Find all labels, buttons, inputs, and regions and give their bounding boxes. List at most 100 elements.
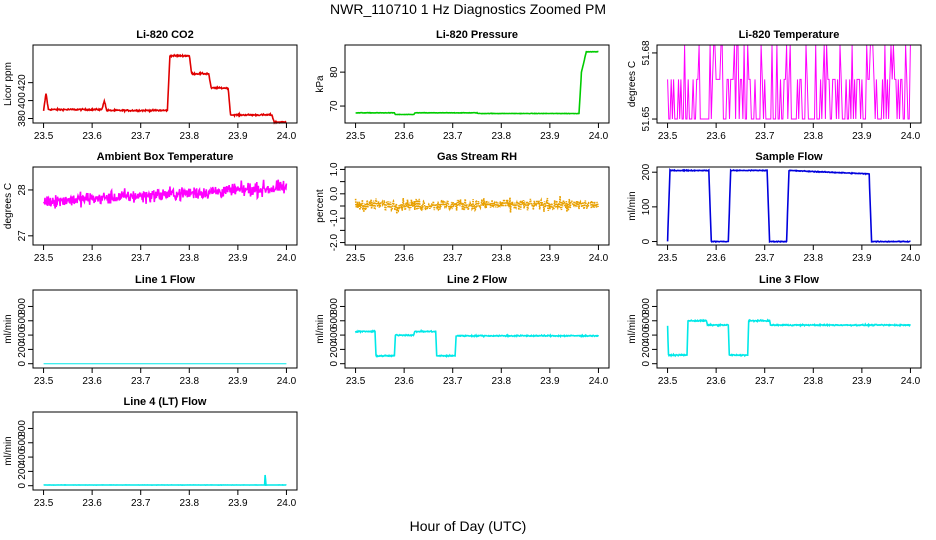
y-tick-label: 0: [641, 238, 652, 244]
y-tick-label: 200: [17, 341, 28, 358]
y-tick-label: 600: [17, 312, 28, 329]
x-tick-label: 23.7: [131, 253, 151, 264]
y-tick-label: 51.65: [641, 106, 652, 131]
y-tick-label: 0.0: [329, 186, 340, 200]
x-tick-label: 24.0: [277, 253, 297, 264]
y-tick-label: 400: [329, 326, 340, 343]
panel-6: Sample Flow 23.5 23.6 23.7 23.8 23.9 24.0 0 100 2…: [627, 151, 922, 264]
plot-frame: [344, 289, 610, 369]
y-axis-label: Licor ppm: [3, 62, 14, 106]
y-tick-label: 28: [17, 184, 28, 196]
x-tick-label: 23.7: [443, 376, 463, 387]
x-tick-label: 23.5: [34, 376, 54, 387]
x-tick-label: 23.6: [706, 253, 726, 264]
x-tick-label: 23.5: [346, 253, 366, 264]
x-tick-label: 23.9: [852, 376, 872, 387]
panel-5: Gas Stream RH 23.5 23.6 23.7 23.8 23.9 24.0 -2.…: [315, 151, 610, 264]
panel-title: Gas Stream RH: [437, 151, 517, 163]
panel-title: Line 4 (LT) Flow: [124, 396, 207, 408]
plot-frame: [344, 44, 610, 124]
panel-9: Line 3 Flow 23.5 23.6 23.7 23.8 23.9 24.0 0 2004…: [627, 274, 922, 387]
x-tick-label: 24.0: [589, 253, 609, 264]
x-tick-label: 23.9: [228, 498, 248, 509]
series-line: [354, 328, 600, 359]
y-tick-label: 400: [17, 448, 28, 465]
y-tick-label: 800: [17, 298, 28, 315]
panel-title: Sample Flow: [755, 151, 823, 163]
plot-frame: [656, 166, 922, 246]
y-tick-label: 100: [641, 198, 652, 215]
x-tick-label: 23.6: [394, 131, 414, 142]
y-tick-label: 0: [17, 482, 28, 488]
series-line: [42, 53, 287, 125]
panel-title: Li-820 Temperature: [739, 29, 840, 41]
x-tick-label: 24.0: [277, 131, 297, 142]
series-line: [667, 44, 911, 120]
x-tick-label: 23.5: [658, 376, 678, 387]
series-line: [43, 474, 287, 487]
y-tick-label: 400: [17, 326, 28, 343]
y-tick-label: 51.68: [641, 40, 652, 65]
series-line: [666, 167, 911, 244]
x-tick-label: 23.7: [443, 131, 463, 142]
y-tick-label: 0: [641, 360, 652, 366]
x-tick-label: 23.7: [131, 498, 151, 509]
x-tick-label: 23.6: [706, 131, 726, 142]
y-tick-label: -1.0: [329, 209, 340, 227]
series-line: [666, 318, 911, 358]
x-tick-label: 23.6: [82, 253, 102, 264]
x-tick-label: 23.5: [34, 131, 54, 142]
panel-title: Line 2 Flow: [447, 274, 507, 286]
panel-2: Li-820 Pressure 23.5 23.6 23.7 23.8 23.9 24.0 7…: [315, 29, 610, 142]
x-tick-label: 23.5: [658, 253, 678, 264]
y-tick-label: 200: [641, 341, 652, 358]
x-tick-label: 24.0: [901, 131, 921, 142]
y-tick-label: 1.0: [329, 162, 340, 176]
panel-10: Line 4 (LT) Flow 23.5 23.6 23.7 23.8 23.9 24.0…: [3, 396, 298, 509]
x-tick-label: 23.7: [131, 131, 151, 142]
y-axis-label: degrees C: [3, 183, 14, 229]
y-axis-label: ml/min: [3, 436, 14, 465]
plot-frame: [32, 411, 298, 491]
y-tick-label: 600: [17, 434, 28, 451]
panel-title: Li-820 CO2: [136, 29, 193, 41]
x-tick-label: 23.9: [228, 131, 248, 142]
plot-frame: [32, 44, 298, 124]
x-tick-label: 24.0: [901, 253, 921, 264]
x-tick-label: 23.9: [228, 376, 248, 387]
x-tick-label: 23.8: [804, 253, 824, 264]
y-tick-label: 80: [329, 66, 340, 78]
x-tick-label: 23.8: [492, 253, 512, 264]
x-tick-label: 23.6: [394, 376, 414, 387]
x-tick-label: 23.5: [34, 253, 54, 264]
y-tick-label: 600: [641, 312, 652, 329]
x-tick-label: 23.9: [540, 253, 560, 264]
x-tick-label: 23.7: [443, 253, 463, 264]
x-tick-label: 24.0: [901, 376, 921, 387]
y-tick-label: 380: [17, 110, 28, 127]
panel-7: Line 1 Flow 23.5 23.6 23.7 23.8 23.9 24.0 0 2004…: [3, 274, 298, 387]
y-tick-label: 400: [641, 326, 652, 343]
series-line: [42, 179, 288, 209]
panel-title: Ambient Box Temperature: [97, 151, 234, 163]
y-tick-label: 800: [17, 420, 28, 437]
y-tick-label: 800: [329, 298, 340, 315]
x-tick-label: 23.7: [755, 253, 775, 264]
plot-frame: [656, 289, 922, 369]
panel-title: Line 3 Flow: [759, 274, 819, 286]
x-tick-label: 23.9: [852, 253, 872, 264]
x-tick-label: 24.0: [277, 376, 297, 387]
x-tick-label: 23.5: [658, 131, 678, 142]
x-tick-label: 23.8: [804, 131, 824, 142]
y-axis-label: ml/min: [3, 314, 14, 343]
x-tick-label: 23.6: [706, 376, 726, 387]
y-tick-label: 27: [17, 230, 28, 242]
y-axis-label: ml/min: [315, 314, 326, 343]
y-tick-label: 70: [329, 100, 340, 112]
x-tick-label: 23.6: [82, 131, 102, 142]
series-line: [354, 195, 600, 214]
x-tick-label: 23.8: [804, 376, 824, 387]
y-tick-label: 600: [329, 312, 340, 329]
